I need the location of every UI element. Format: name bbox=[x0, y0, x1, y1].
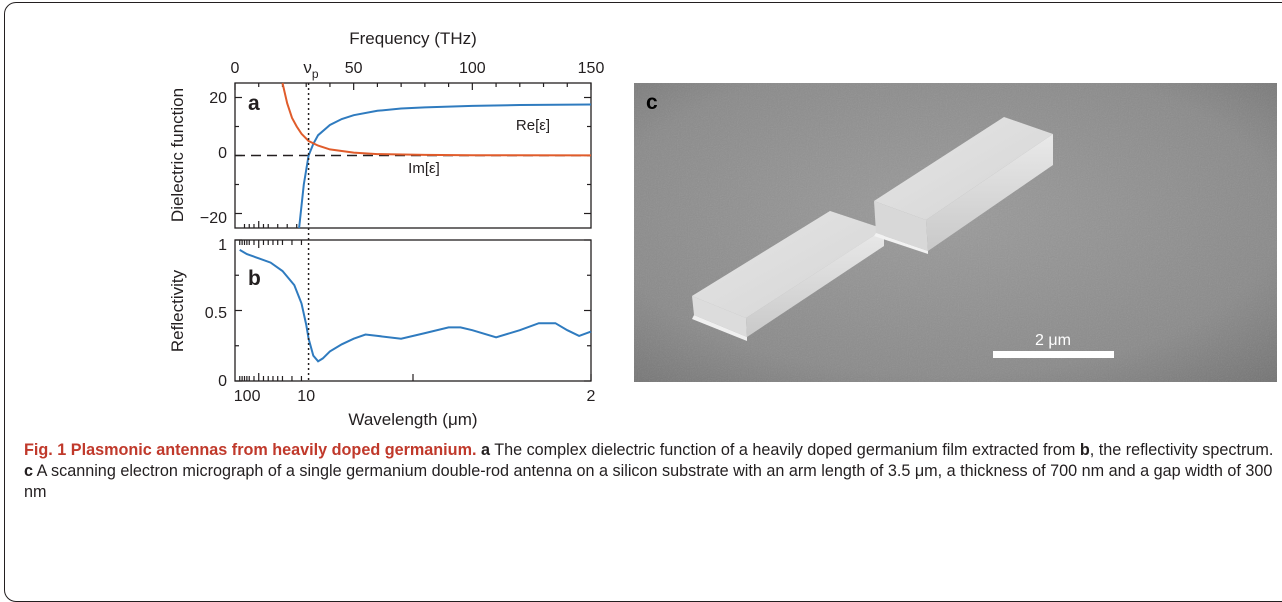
panel-b-label: b bbox=[248, 267, 261, 290]
figure-caption: Fig. 1 Plasmonic antennas from heavily d… bbox=[24, 440, 1274, 502]
top-tick-label: 150 bbox=[578, 60, 605, 77]
panel-b-frame bbox=[234, 239, 592, 382]
panel-b-ytick-1: 1 bbox=[218, 237, 227, 254]
top-tick-label: 0 bbox=[231, 60, 240, 77]
panel-a-ylabel: Dielectric function bbox=[168, 88, 187, 222]
re-eps-label: Re[ε] bbox=[516, 117, 550, 134]
caption-b-text: , the reflectivity spectrum. bbox=[1089, 441, 1274, 459]
re-eps-curve bbox=[298, 103, 592, 229]
panel-b-ticks bbox=[235, 239, 592, 382]
sem-noise bbox=[634, 83, 1277, 382]
im-eps-curve bbox=[281, 82, 592, 157]
bottom-tick-labels: 100 10 2 bbox=[234, 388, 596, 405]
caption-title: Fig. 1 Plasmonic antennas from heavily d… bbox=[24, 441, 477, 459]
caption-b-label: b bbox=[1079, 441, 1090, 459]
antenna-right-rod bbox=[874, 117, 1053, 254]
panel-a-ytick-0: 0 bbox=[218, 145, 227, 162]
plasma-symbol: ν bbox=[303, 58, 312, 77]
panel-b-ytick-0: 0 bbox=[218, 373, 227, 390]
caption-a-text: The complex dielectric function of a hea… bbox=[489, 441, 1080, 459]
plasma-subscript: p bbox=[312, 67, 319, 81]
caption-c-text: A scanning electron micrograph of a sing… bbox=[24, 461, 1273, 501]
top-tick-label: 50 bbox=[345, 60, 363, 77]
top-axis-title: Frequency (THz) bbox=[349, 29, 477, 48]
antenna-left-rod bbox=[692, 211, 884, 341]
caption-c-label: c bbox=[24, 461, 34, 480]
bottom-tick-label: 100 bbox=[234, 388, 261, 405]
scalebar bbox=[993, 351, 1114, 358]
top-tick-labels: 0 50 100 150 bbox=[231, 60, 605, 77]
top-tick-label: 100 bbox=[459, 60, 486, 77]
bottom-axis-title: Wavelength (μm) bbox=[348, 410, 477, 429]
bottom-tick-label: 10 bbox=[297, 388, 315, 405]
panel-b-ylabel: Reflectivity bbox=[168, 269, 187, 352]
plots-panel: Frequency (THz) 0 50 100 150 νp a Re[ε] Im[… bbox=[168, 29, 605, 429]
panel-a-ytick-20: 20 bbox=[209, 90, 227, 107]
caption-a-label: a bbox=[480, 441, 490, 459]
plasma-frequency-label: νp bbox=[303, 58, 319, 81]
im-eps-label: Im[ε] bbox=[408, 160, 440, 177]
scalebar-label: 2 μm bbox=[1035, 332, 1071, 349]
panel-c-label: c bbox=[646, 91, 658, 114]
sem-micrograph: c 2 μm bbox=[634, 83, 1277, 382]
reflectivity-curve bbox=[239, 249, 592, 363]
panel-b-ytick-0.5: 0.5 bbox=[205, 305, 227, 322]
panel-a-ytick-neg20: −20 bbox=[200, 210, 227, 227]
panel-a-label: a bbox=[248, 92, 260, 115]
bottom-tick-label: 2 bbox=[587, 388, 596, 405]
